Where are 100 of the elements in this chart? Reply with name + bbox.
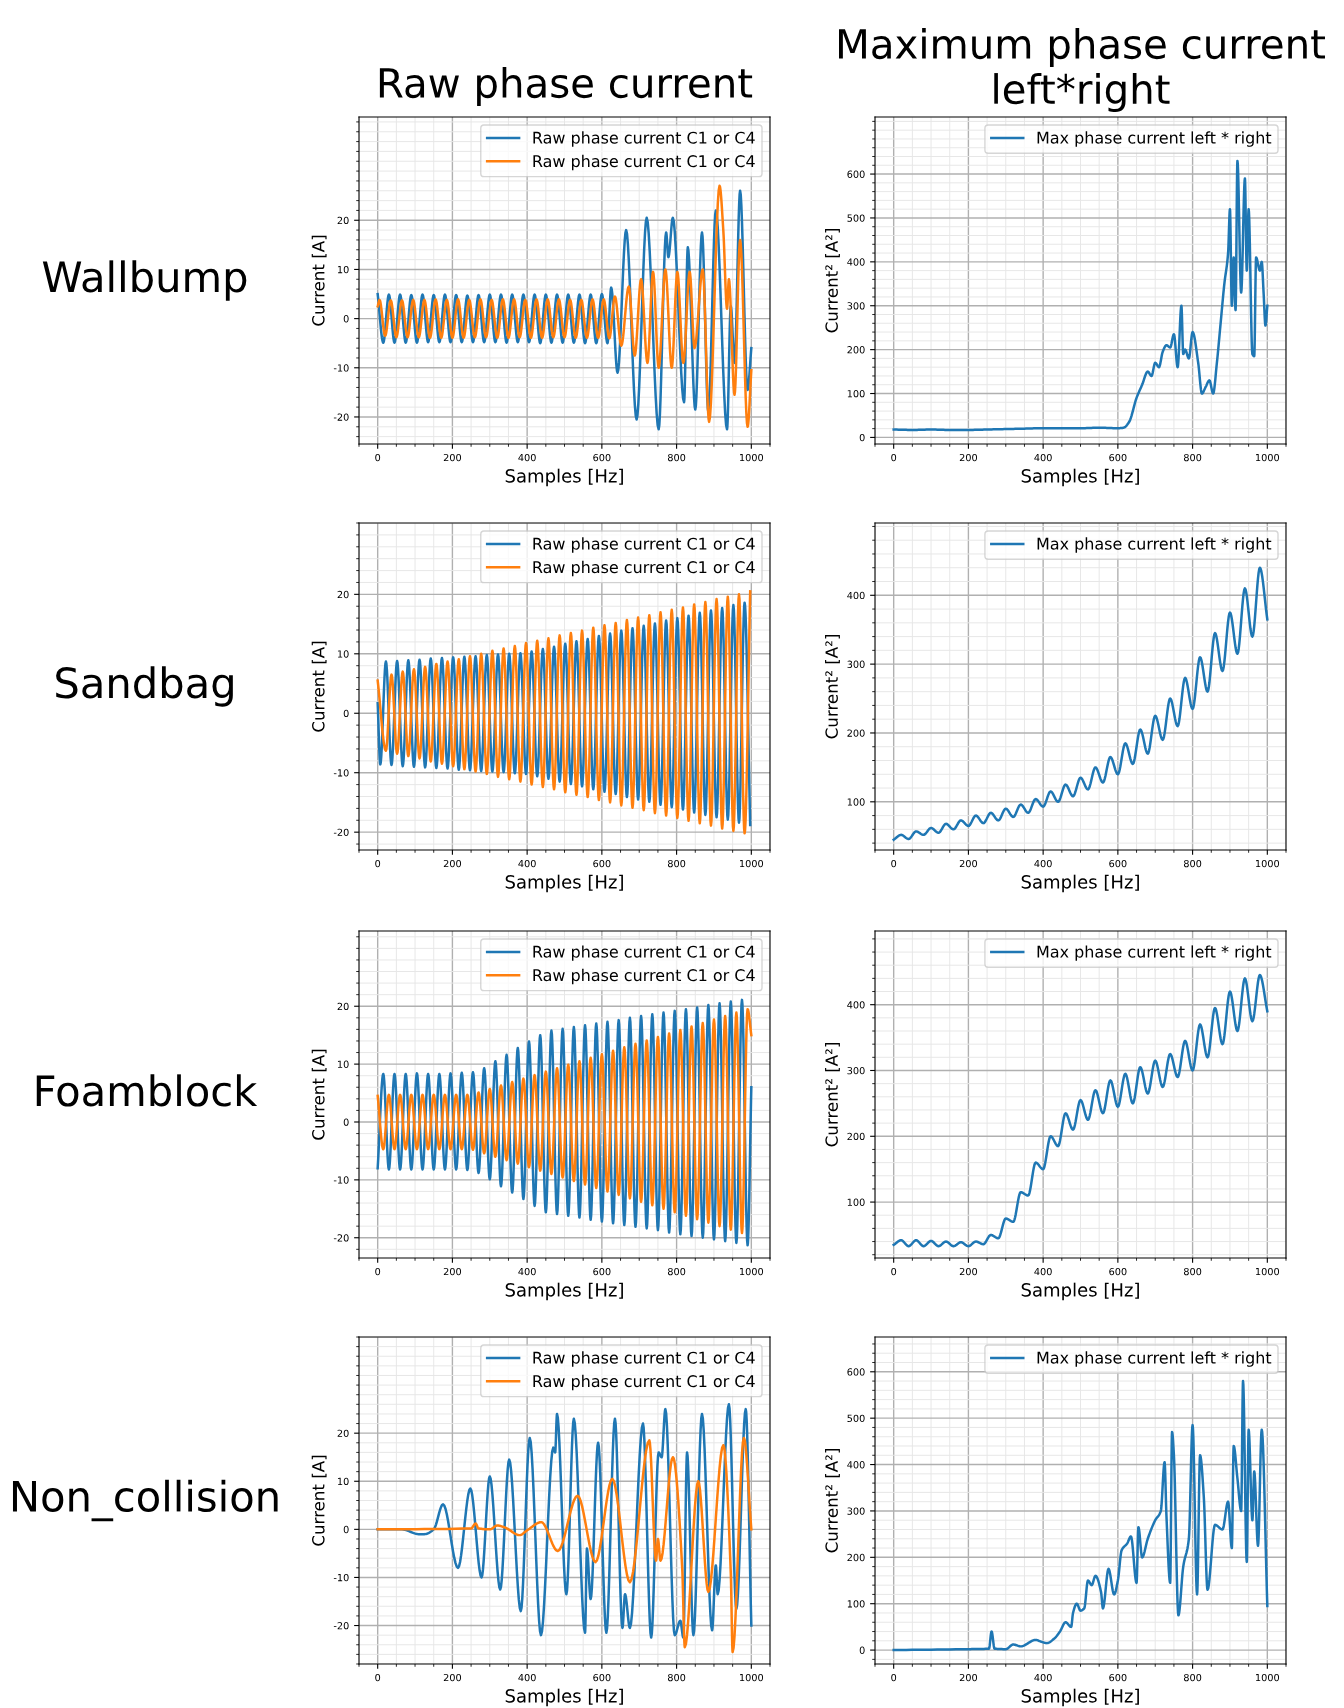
legend-label: Max phase current left * right <box>1037 131 1272 147</box>
y-tick-label: 300 <box>847 660 865 668</box>
x-tick-label: 1000 <box>1256 1267 1280 1276</box>
legend-label: Raw phase current C1 or C4 <box>533 154 755 171</box>
x-axis-title: Samples [Hz] <box>505 468 623 487</box>
y-tick-label: 500 <box>847 214 865 222</box>
y-tick-label: 500 <box>847 1414 865 1422</box>
x-tick-label: 600 <box>593 859 611 868</box>
y-tick-label: 300 <box>847 1507 865 1515</box>
x-tick-label: 800 <box>1183 453 1202 462</box>
x-tick-label: 1000 <box>1256 453 1280 462</box>
x-tick-label: 200 <box>443 1267 462 1276</box>
y-tick-label: 0 <box>343 1525 349 1534</box>
x-tick-label: 600 <box>1109 859 1127 868</box>
x-tick-label: 1000 <box>740 859 764 868</box>
y-tick-label: 20 <box>337 590 349 599</box>
chart-title: Raw phase current <box>379 66 753 106</box>
x-tick-label: 0 <box>375 1267 381 1276</box>
x-tick-label: 1000 <box>740 1267 764 1276</box>
x-axis-title: Samples [Hz] <box>1021 1282 1139 1301</box>
x-tick-label: 200 <box>443 453 462 462</box>
y-tick-label: 100 <box>847 390 865 398</box>
x-axis-title: Samples [Hz] <box>1021 468 1139 487</box>
x-tick-label: 400 <box>518 1673 536 1682</box>
y-tick-label: 600 <box>847 170 865 178</box>
x-tick-label: 400 <box>1034 859 1052 868</box>
x-tick-label: 800 <box>667 453 686 462</box>
x-tick-label: 400 <box>518 1267 536 1276</box>
x-tick-label: 600 <box>593 1673 611 1682</box>
x-tick-label: 200 <box>959 1267 978 1276</box>
y-tick-label: -10 <box>333 1573 349 1582</box>
x-tick-label: 0 <box>375 859 381 868</box>
text: Foamblock <box>36 1074 258 1107</box>
text: Non_collision <box>12 1479 278 1522</box>
x-tick-label: 400 <box>1034 1267 1052 1276</box>
y-tick-label: 0 <box>859 1646 865 1654</box>
y-tick-label: 200 <box>847 346 865 354</box>
y-tick-label: -20 <box>333 413 349 421</box>
legend-label: Raw phase current C1 or C4 <box>533 1374 755 1391</box>
y-tick-label: 400 <box>847 1461 865 1469</box>
x-tick-label: 800 <box>667 1673 686 1682</box>
x-tick-label: 1000 <box>740 1673 764 1682</box>
x-tick-label: 600 <box>1109 1673 1127 1682</box>
x-tick-label: 0 <box>375 1673 381 1682</box>
text: Wallbump <box>42 260 247 301</box>
legend-label: Raw phase current C1 or C4 <box>533 131 755 147</box>
x-axis-title: Samples [Hz] <box>505 1282 623 1301</box>
y-tick-label: 200 <box>847 1553 865 1562</box>
legend-label: Max phase current left * right <box>1037 537 1272 553</box>
y-tick-label: 20 <box>337 1002 349 1011</box>
legend-label: Max phase current left * right <box>1037 945 1272 961</box>
x-tick-label: 800 <box>667 859 686 868</box>
y-tick-label: -10 <box>333 769 349 777</box>
x-tick-label: 200 <box>443 1673 462 1682</box>
y-axis-title: Current² [A²] <box>825 1043 840 1147</box>
x-tick-label: 400 <box>1034 1673 1052 1682</box>
y-tick-label: 100 <box>847 798 865 806</box>
y-tick-label: -10 <box>333 1176 349 1184</box>
text: Sandbag <box>56 666 233 707</box>
chart-title: Maximum phase current left*right <box>839 27 1325 113</box>
x-tick-label: 400 <box>1034 453 1052 462</box>
x-tick-label: 1000 <box>740 453 764 462</box>
y-tick-label: 10 <box>337 1060 349 1068</box>
y-tick-label: 0 <box>343 315 349 323</box>
y-tick-label: -20 <box>333 1234 349 1242</box>
x-tick-label: 600 <box>593 1267 611 1276</box>
x-tick-label: 200 <box>959 1673 978 1682</box>
legend-label: Raw phase current C1 or C4 <box>533 537 755 553</box>
x-tick-label: 400 <box>518 859 536 868</box>
x-tick-label: 800 <box>667 1267 686 1276</box>
legend-label: Raw phase current C1 or C4 <box>533 560 755 577</box>
y-tick-label: 300 <box>847 302 865 310</box>
y-tick-label: -10 <box>333 364 349 372</box>
x-axis-title: Samples [Hz] <box>505 1688 623 1707</box>
x-tick-label: 0 <box>891 1267 897 1276</box>
y-tick-label: 400 <box>847 258 865 266</box>
legend-label: Raw phase current C1 or C4 <box>533 945 755 961</box>
y-axis-title: Current [A] <box>311 235 327 326</box>
y-tick-label: -20 <box>333 828 349 836</box>
legend-label: Raw phase current C1 or C4 <box>533 1351 755 1367</box>
y-tick-label: -20 <box>333 1622 349 1630</box>
x-tick-label: 200 <box>959 453 978 462</box>
y-axis-title: Current [A] <box>311 641 327 732</box>
x-tick-label: 0 <box>891 453 897 462</box>
y-tick-label: 10 <box>337 265 349 274</box>
y-tick-label: 10 <box>337 650 349 658</box>
y-axis-title: Current² [A²] <box>825 229 840 333</box>
x-tick-label: 0 <box>375 453 381 462</box>
x-tick-label: 600 <box>1109 1267 1127 1276</box>
x-axis-title: Samples [Hz] <box>505 874 623 893</box>
x-tick-label: 600 <box>1109 453 1127 462</box>
x-tick-label: 0 <box>891 1673 897 1682</box>
x-tick-label: 200 <box>959 859 978 868</box>
x-tick-label: 800 <box>1183 1267 1202 1276</box>
y-tick-label: 200 <box>847 729 865 737</box>
x-tick-label: 800 <box>1183 1673 1202 1682</box>
y-tick-label: 200 <box>847 1132 865 1141</box>
x-axis-title: Samples [Hz] <box>1021 1688 1139 1707</box>
x-tick-label: 600 <box>593 453 611 462</box>
y-axis-title: Current² [A²] <box>825 635 840 739</box>
